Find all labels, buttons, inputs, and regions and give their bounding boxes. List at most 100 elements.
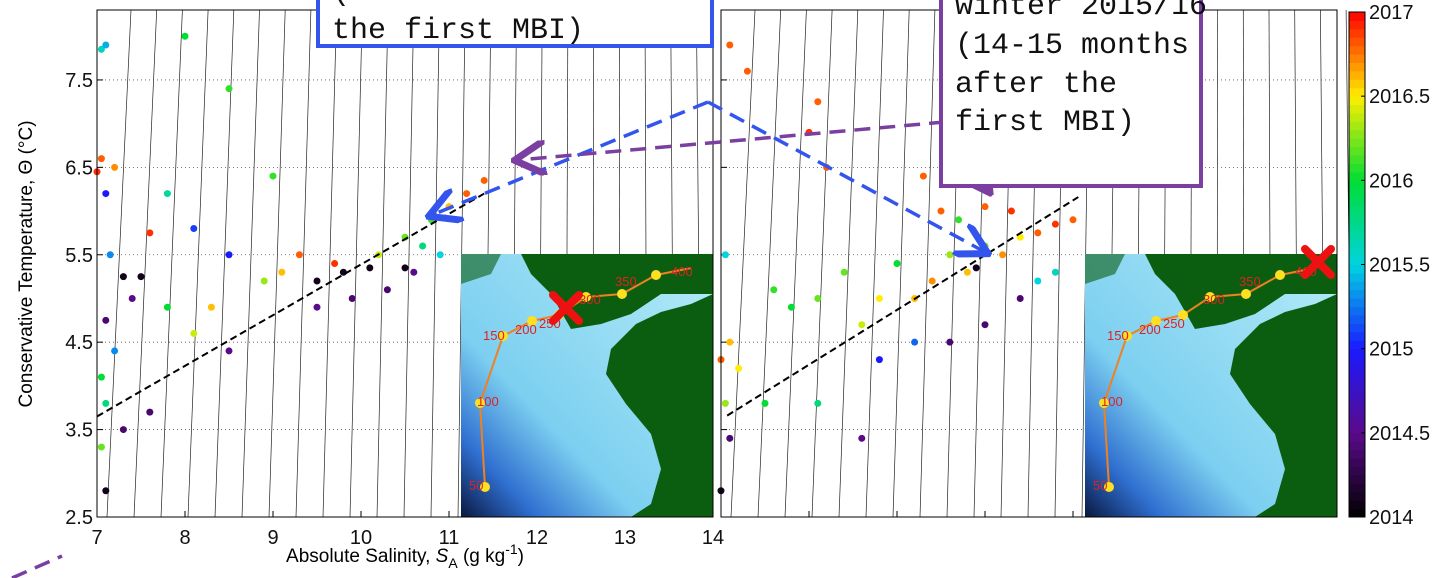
colorbar-swatch <box>1349 475 1365 484</box>
colorbar-swatch <box>1349 96 1365 105</box>
data-point <box>858 435 865 442</box>
colorbar-swatch <box>1349 483 1365 492</box>
colorbar-swatch <box>1349 265 1365 274</box>
x-axis-label-part: Absolute Salinity, <box>286 546 436 567</box>
y-tick-label: 6.5 <box>65 157 93 179</box>
colorbar-swatch <box>1349 222 1365 231</box>
colorbar-swatch <box>1349 391 1365 400</box>
data-point <box>270 173 277 180</box>
colorbar-swatch <box>1349 450 1365 459</box>
data-point <box>1052 221 1059 228</box>
data-point <box>146 409 153 416</box>
colorbar-swatch <box>1349 105 1365 114</box>
data-point <box>946 251 953 258</box>
colorbar-swatch <box>1349 492 1365 501</box>
map-label: 350 <box>615 274 637 289</box>
colorbar-swatch <box>1349 509 1365 518</box>
y-axis-label: Conservative Temperature, Θ (°C) <box>16 120 37 407</box>
data-point <box>1034 229 1041 236</box>
data-point <box>770 286 777 293</box>
data-point <box>102 487 109 494</box>
colorbar-label: 2015.5 <box>1369 255 1430 277</box>
colorbar-swatch <box>1349 382 1365 391</box>
colorbar-swatch <box>1349 164 1365 173</box>
x-axis-label-part: (g kg <box>458 546 506 567</box>
data-point <box>964 269 971 276</box>
colorbar-swatch <box>1349 248 1365 257</box>
map-station <box>617 289 627 299</box>
colorbar-label: 2016 <box>1369 170 1414 192</box>
data-point <box>744 68 751 75</box>
colorbar-swatch <box>1349 315 1365 324</box>
data-point <box>762 400 769 407</box>
arrow <box>12 556 62 578</box>
data-point <box>814 295 821 302</box>
colorbar-swatch <box>1349 155 1365 164</box>
colorbar-label: 2016.5 <box>1369 86 1430 108</box>
data-point <box>858 321 865 328</box>
colorbar-swatch <box>1349 180 1365 189</box>
x-axis-label: Absolute Salinity, SA (g kg-1) <box>286 541 524 571</box>
data-point <box>726 339 733 346</box>
data-point <box>164 304 171 311</box>
data-point <box>226 85 233 92</box>
data-point <box>410 269 417 276</box>
data-point <box>946 339 953 346</box>
data-point <box>735 365 742 372</box>
data-point <box>98 374 105 381</box>
map-label: 100 <box>477 394 499 409</box>
data-point <box>138 273 145 280</box>
colorbar-swatch <box>1349 79 1365 88</box>
colorbar-swatch <box>1349 307 1365 316</box>
colorbar-swatch <box>1349 214 1365 223</box>
colorbar-swatch <box>1349 88 1365 97</box>
colorbar-swatch <box>1349 231 1365 240</box>
colorbar-swatch <box>1349 433 1365 442</box>
data-point <box>331 260 338 267</box>
x-tick-label: 12 <box>526 527 548 549</box>
data-point <box>164 190 171 197</box>
data-point <box>111 164 118 171</box>
data-point <box>190 330 197 337</box>
colorbar-swatch <box>1349 37 1365 46</box>
colorbar-label: 2014.5 <box>1369 423 1430 445</box>
x-axis-label-part: ) <box>518 546 524 567</box>
colorbar-swatch <box>1349 332 1365 341</box>
y-tick-label: 5.5 <box>65 245 93 267</box>
data-point <box>437 251 444 258</box>
map-label: 150 <box>483 328 505 343</box>
data-point <box>876 295 883 302</box>
data-point <box>920 173 927 180</box>
colorbar-swatch <box>1349 12 1365 21</box>
data-point <box>226 251 233 258</box>
colorbar-swatch <box>1349 172 1365 181</box>
data-point <box>463 190 470 197</box>
colorbar-swatch <box>1349 29 1365 38</box>
colorbar-swatch <box>1349 138 1365 147</box>
data-point <box>102 190 109 197</box>
x-tick-label: 7 <box>91 527 102 549</box>
colorbar-swatch <box>1349 357 1365 366</box>
data-point <box>120 273 127 280</box>
data-point <box>788 304 795 311</box>
annotation-text: ( <box>332 0 350 10</box>
map-label: 100 <box>1101 394 1123 409</box>
data-point <box>1008 208 1015 215</box>
data-point <box>938 208 945 215</box>
map-label: 200 <box>515 322 537 337</box>
x-axis-label-part: -1 <box>505 541 518 557</box>
data-point <box>726 435 733 442</box>
annotation-text: (14-15 months <box>955 29 1189 63</box>
data-point <box>929 277 936 284</box>
x-tick-label: 8 <box>179 527 190 549</box>
y-tick-label: 7.5 <box>65 70 93 92</box>
data-point <box>1052 269 1059 276</box>
data-point <box>384 286 391 293</box>
data-point <box>841 269 848 276</box>
x-axis-label-part: S <box>436 546 449 567</box>
colorbar-swatch <box>1349 467 1365 476</box>
colorbar-label: 2017 <box>1369 2 1414 24</box>
data-point <box>982 203 989 210</box>
colorbar-swatch <box>1349 197 1365 206</box>
